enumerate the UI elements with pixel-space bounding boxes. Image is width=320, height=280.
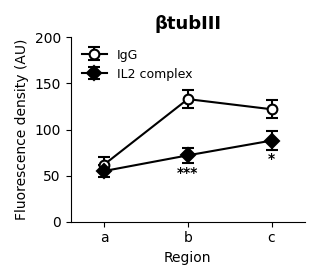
Y-axis label: Fluorescence density (AU): Fluorescence density (AU) (15, 39, 29, 220)
Text: *: * (268, 152, 275, 166)
Legend: IgG, IL2 complex: IgG, IL2 complex (77, 44, 197, 86)
Title: βtubIII: βtubIII (154, 15, 221, 33)
Text: ***: *** (177, 166, 198, 180)
X-axis label: Region: Region (164, 251, 212, 265)
